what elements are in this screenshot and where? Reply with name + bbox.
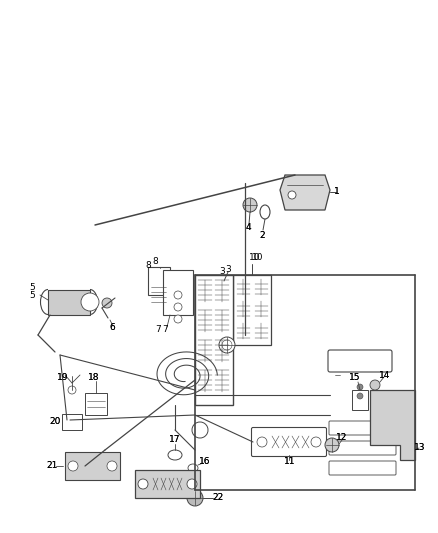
Text: 12: 12: [336, 432, 348, 441]
Circle shape: [68, 386, 76, 394]
Circle shape: [219, 337, 235, 353]
Text: 13: 13: [414, 443, 426, 453]
FancyBboxPatch shape: [85, 393, 107, 415]
Text: 1: 1: [334, 188, 340, 197]
FancyBboxPatch shape: [65, 452, 120, 480]
Ellipse shape: [168, 450, 182, 460]
Circle shape: [370, 380, 380, 390]
Text: 22: 22: [212, 494, 224, 503]
Circle shape: [102, 298, 112, 308]
Text: 22: 22: [212, 494, 224, 503]
Text: 3: 3: [219, 268, 225, 277]
FancyBboxPatch shape: [329, 441, 396, 455]
Ellipse shape: [260, 205, 270, 219]
Circle shape: [174, 291, 182, 299]
Text: 7: 7: [155, 326, 161, 335]
Circle shape: [357, 393, 363, 399]
FancyBboxPatch shape: [233, 275, 271, 345]
Text: 11: 11: [284, 457, 296, 466]
Text: 18: 18: [88, 374, 100, 383]
FancyBboxPatch shape: [329, 421, 396, 435]
Ellipse shape: [188, 464, 198, 472]
Text: 17: 17: [169, 435, 181, 445]
Circle shape: [174, 303, 182, 311]
Polygon shape: [370, 390, 415, 460]
Circle shape: [187, 490, 203, 506]
Text: 19: 19: [57, 374, 69, 383]
Text: 5: 5: [29, 284, 35, 293]
Text: 20: 20: [49, 417, 61, 426]
Text: 3: 3: [225, 265, 231, 274]
Polygon shape: [48, 290, 90, 315]
Text: 12: 12: [336, 432, 348, 441]
Text: 17: 17: [169, 435, 181, 445]
Text: 5: 5: [29, 290, 35, 300]
FancyBboxPatch shape: [135, 470, 200, 498]
Circle shape: [107, 461, 117, 471]
Text: 10: 10: [249, 254, 261, 262]
Text: 11: 11: [284, 457, 296, 466]
Text: 6: 6: [109, 324, 115, 333]
Text: 21: 21: [46, 462, 58, 471]
Text: 14: 14: [379, 370, 391, 379]
Circle shape: [81, 293, 99, 311]
Text: 14: 14: [379, 370, 391, 379]
Circle shape: [288, 191, 296, 199]
Circle shape: [243, 198, 257, 212]
Text: 15: 15: [349, 374, 361, 383]
Text: 20: 20: [49, 417, 61, 426]
Circle shape: [138, 479, 148, 489]
Circle shape: [187, 479, 197, 489]
FancyBboxPatch shape: [329, 461, 396, 475]
Ellipse shape: [214, 281, 230, 303]
Circle shape: [311, 437, 321, 447]
Text: 1: 1: [334, 188, 340, 197]
Text: 2: 2: [259, 230, 265, 239]
Text: 4: 4: [245, 223, 251, 232]
Text: 15: 15: [349, 374, 361, 383]
FancyBboxPatch shape: [62, 414, 82, 430]
Text: 21: 21: [46, 462, 58, 471]
Text: 4: 4: [245, 223, 251, 232]
Circle shape: [357, 384, 363, 390]
FancyBboxPatch shape: [163, 270, 193, 315]
Text: 6: 6: [109, 324, 115, 333]
Text: 7: 7: [162, 326, 168, 335]
Text: 19: 19: [57, 374, 69, 383]
Text: 18: 18: [88, 374, 100, 383]
FancyBboxPatch shape: [251, 427, 326, 456]
Circle shape: [257, 437, 267, 447]
Text: 2: 2: [259, 230, 265, 239]
Text: 16: 16: [199, 457, 211, 466]
Circle shape: [68, 461, 78, 471]
Text: 8: 8: [145, 261, 151, 270]
Circle shape: [174, 315, 182, 323]
FancyBboxPatch shape: [148, 267, 170, 295]
Text: 10: 10: [252, 254, 264, 262]
Polygon shape: [280, 175, 330, 210]
Circle shape: [325, 438, 339, 452]
Polygon shape: [195, 275, 233, 405]
Text: 13: 13: [414, 443, 426, 453]
Text: 16: 16: [199, 457, 211, 466]
Text: 8: 8: [152, 256, 158, 265]
FancyBboxPatch shape: [328, 350, 392, 372]
FancyBboxPatch shape: [352, 390, 368, 410]
